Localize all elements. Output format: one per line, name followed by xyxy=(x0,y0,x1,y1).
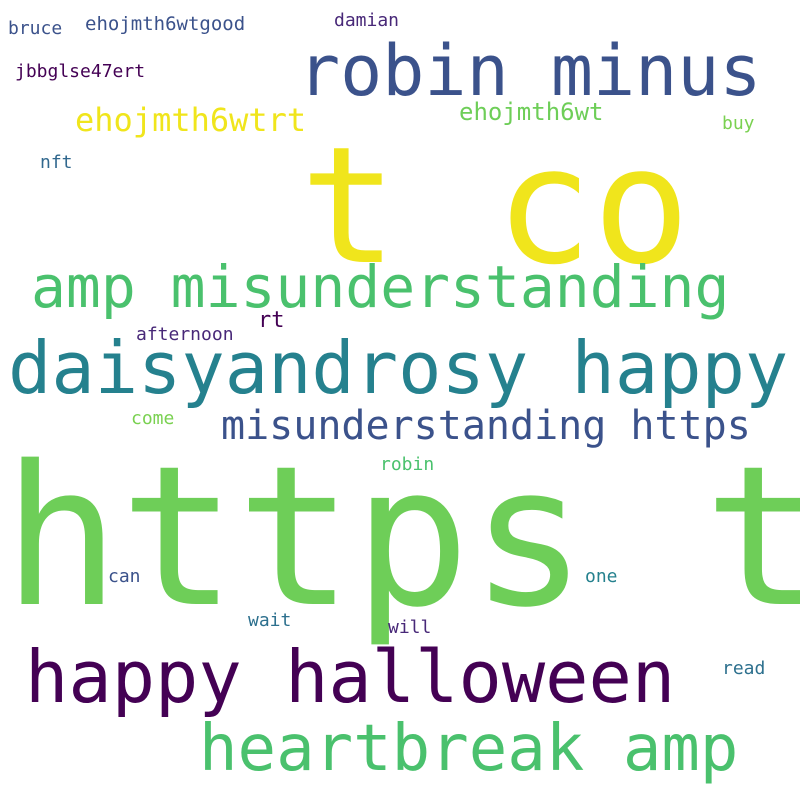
word-heartbreak-amp: heartbreak amp xyxy=(199,712,739,786)
word-robin: robin xyxy=(380,454,435,475)
word-will: will xyxy=(388,617,432,638)
word-misunderstanding-https: misunderstanding https xyxy=(221,403,751,449)
word-t-co: t co xyxy=(300,113,691,301)
word-buy: buy xyxy=(722,113,755,134)
word-amp-misunderstanding: amp misunderstanding xyxy=(31,253,730,321)
word-jbbglse47ert: jbbglse47ert xyxy=(15,61,146,82)
word-ehojmth6wtgood: ehojmth6wtgood xyxy=(85,13,246,35)
word-daisyandrosy-happy: daisyandrosy happy xyxy=(8,326,789,410)
word-nft: nft xyxy=(40,152,73,173)
word-bruce: bruce xyxy=(8,18,63,39)
word-afternoon: afternoon xyxy=(136,324,234,345)
word-ehojmth6wt: ehojmth6wt xyxy=(459,98,604,126)
word-come: come xyxy=(131,408,175,429)
word-happy-halloween: happy halloween xyxy=(25,635,676,719)
word-damian: damian xyxy=(334,10,400,31)
word-one: one xyxy=(585,566,618,587)
word-wait: wait xyxy=(248,610,292,631)
word-read: read xyxy=(722,658,766,679)
word-ehojmth6wtrt: ehojmth6wtrt xyxy=(75,101,307,139)
word-robin-minus: robin minus xyxy=(298,30,762,112)
word-rt: rt xyxy=(258,308,285,333)
word-https-t: https t xyxy=(3,424,800,650)
word-can: can xyxy=(108,566,141,587)
